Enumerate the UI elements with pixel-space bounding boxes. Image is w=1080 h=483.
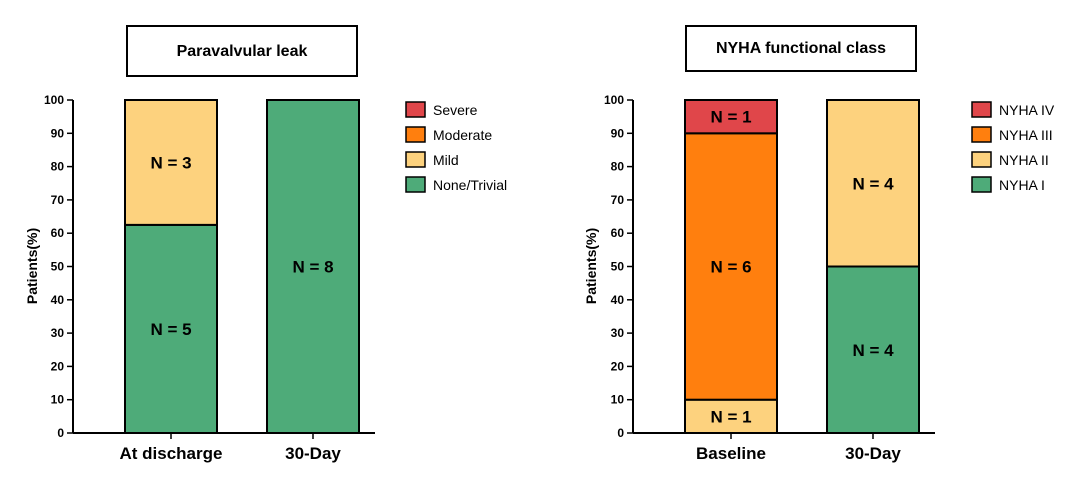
legend-label: Severe — [433, 102, 478, 118]
y-axis-label: Patients(%) — [583, 228, 599, 304]
legend-label: Mild — [433, 152, 459, 168]
y-tick-label: 100 — [604, 93, 624, 107]
y-tick-label: 20 — [51, 359, 65, 373]
legend-swatch — [971, 151, 992, 168]
bar-value-label: N = 6 — [710, 258, 751, 277]
y-tick-label: 80 — [611, 160, 625, 174]
axes: 0 10 20 30 40 50 60 70 80 90 100 Baseline 30-Day — [604, 93, 935, 463]
y-tick-label: 10 — [51, 393, 65, 407]
y-tick-label: 0 — [617, 426, 624, 440]
y-tick-label: 70 — [51, 193, 65, 207]
bar-value-label: N = 5 — [150, 320, 191, 339]
y-tick-label: 80 — [51, 160, 65, 174]
bar-segment — [826, 99, 920, 268]
chart-title-box — [685, 25, 917, 72]
bars: N = 5 N = 3 N = 8 — [124, 99, 360, 434]
bar-segment — [124, 99, 218, 226]
y-tick-label: 30 — [51, 326, 65, 340]
legend-swatch — [405, 151, 426, 168]
legend-swatch — [971, 126, 992, 143]
chart-title: Paravalvular leak — [177, 43, 308, 60]
legend-swatch — [405, 176, 426, 193]
bar-segment — [684, 99, 778, 135]
x-category-label: At discharge — [120, 444, 223, 463]
axes: 0 10 20 30 40 50 60 70 80 90 100 At discharge 30-Day — [44, 93, 375, 463]
y-tick-label: 10 — [611, 393, 625, 407]
y-tick-label: 20 — [611, 359, 625, 373]
chart-nyha-functional-class: NYHA functional class Patients(%) 0 10 20 3… — [583, 25, 1055, 463]
y-axis-label: Patients(%) — [24, 228, 40, 304]
y-tick-label: 70 — [611, 193, 625, 207]
bar-value-label: N = 3 — [150, 153, 191, 172]
legend: NYHA IV NYHA III NYHA II NYHA I — [971, 101, 1055, 193]
bar-segment — [124, 223, 218, 434]
y-tick-label: 40 — [611, 293, 625, 307]
bar-value-label: N = 1 — [710, 407, 751, 426]
y-tick-label: 40 — [51, 293, 65, 307]
legend-label: None/Trivial — [433, 177, 507, 193]
y-tick-label: 50 — [51, 260, 65, 274]
legend-swatch — [405, 101, 426, 118]
legend-label: NYHA IV — [999, 102, 1055, 118]
y-tick-label: 60 — [611, 226, 625, 240]
y-tick-label: 50 — [611, 260, 625, 274]
legend-swatch — [971, 176, 992, 193]
x-category-label: 30-Day — [285, 444, 341, 463]
bar-segment — [266, 99, 360, 434]
bar-value-label: N = 4 — [852, 341, 894, 360]
legend: Severe Moderate Mild None/Trivial — [405, 101, 507, 193]
legend-label: NYHA III — [999, 127, 1053, 143]
bar-value-label: N = 1 — [710, 108, 751, 127]
chart-title-box — [126, 25, 358, 77]
y-tick-label: 30 — [611, 326, 625, 340]
legend-label: NYHA I — [999, 177, 1045, 193]
legend-swatch — [405, 126, 426, 143]
bar-value-label: N = 8 — [292, 258, 333, 277]
y-tick-label: 90 — [51, 126, 65, 140]
x-category-label: Baseline — [696, 444, 766, 463]
bars: N = 1 N = 6 N = 1 N = 4 N = 4 — [684, 99, 920, 435]
legend-swatch — [971, 101, 992, 118]
y-tick-label: 0 — [57, 426, 64, 440]
y-tick-label: 90 — [611, 126, 625, 140]
bar-segment — [826, 265, 920, 434]
chart-paravalvular-leak: Paravalvular leak Patients(%) 0 10 20 30 40 5… — [24, 25, 507, 463]
bar-value-label: N = 4 — [852, 174, 894, 193]
legend-label: NYHA II — [999, 152, 1049, 168]
y-tick-label: 60 — [51, 226, 65, 240]
legend-label: Moderate — [433, 127, 492, 143]
y-tick-label: 100 — [44, 93, 64, 107]
x-category-label: 30-Day — [845, 444, 901, 463]
chart-title: NYHA functional class — [716, 40, 886, 57]
